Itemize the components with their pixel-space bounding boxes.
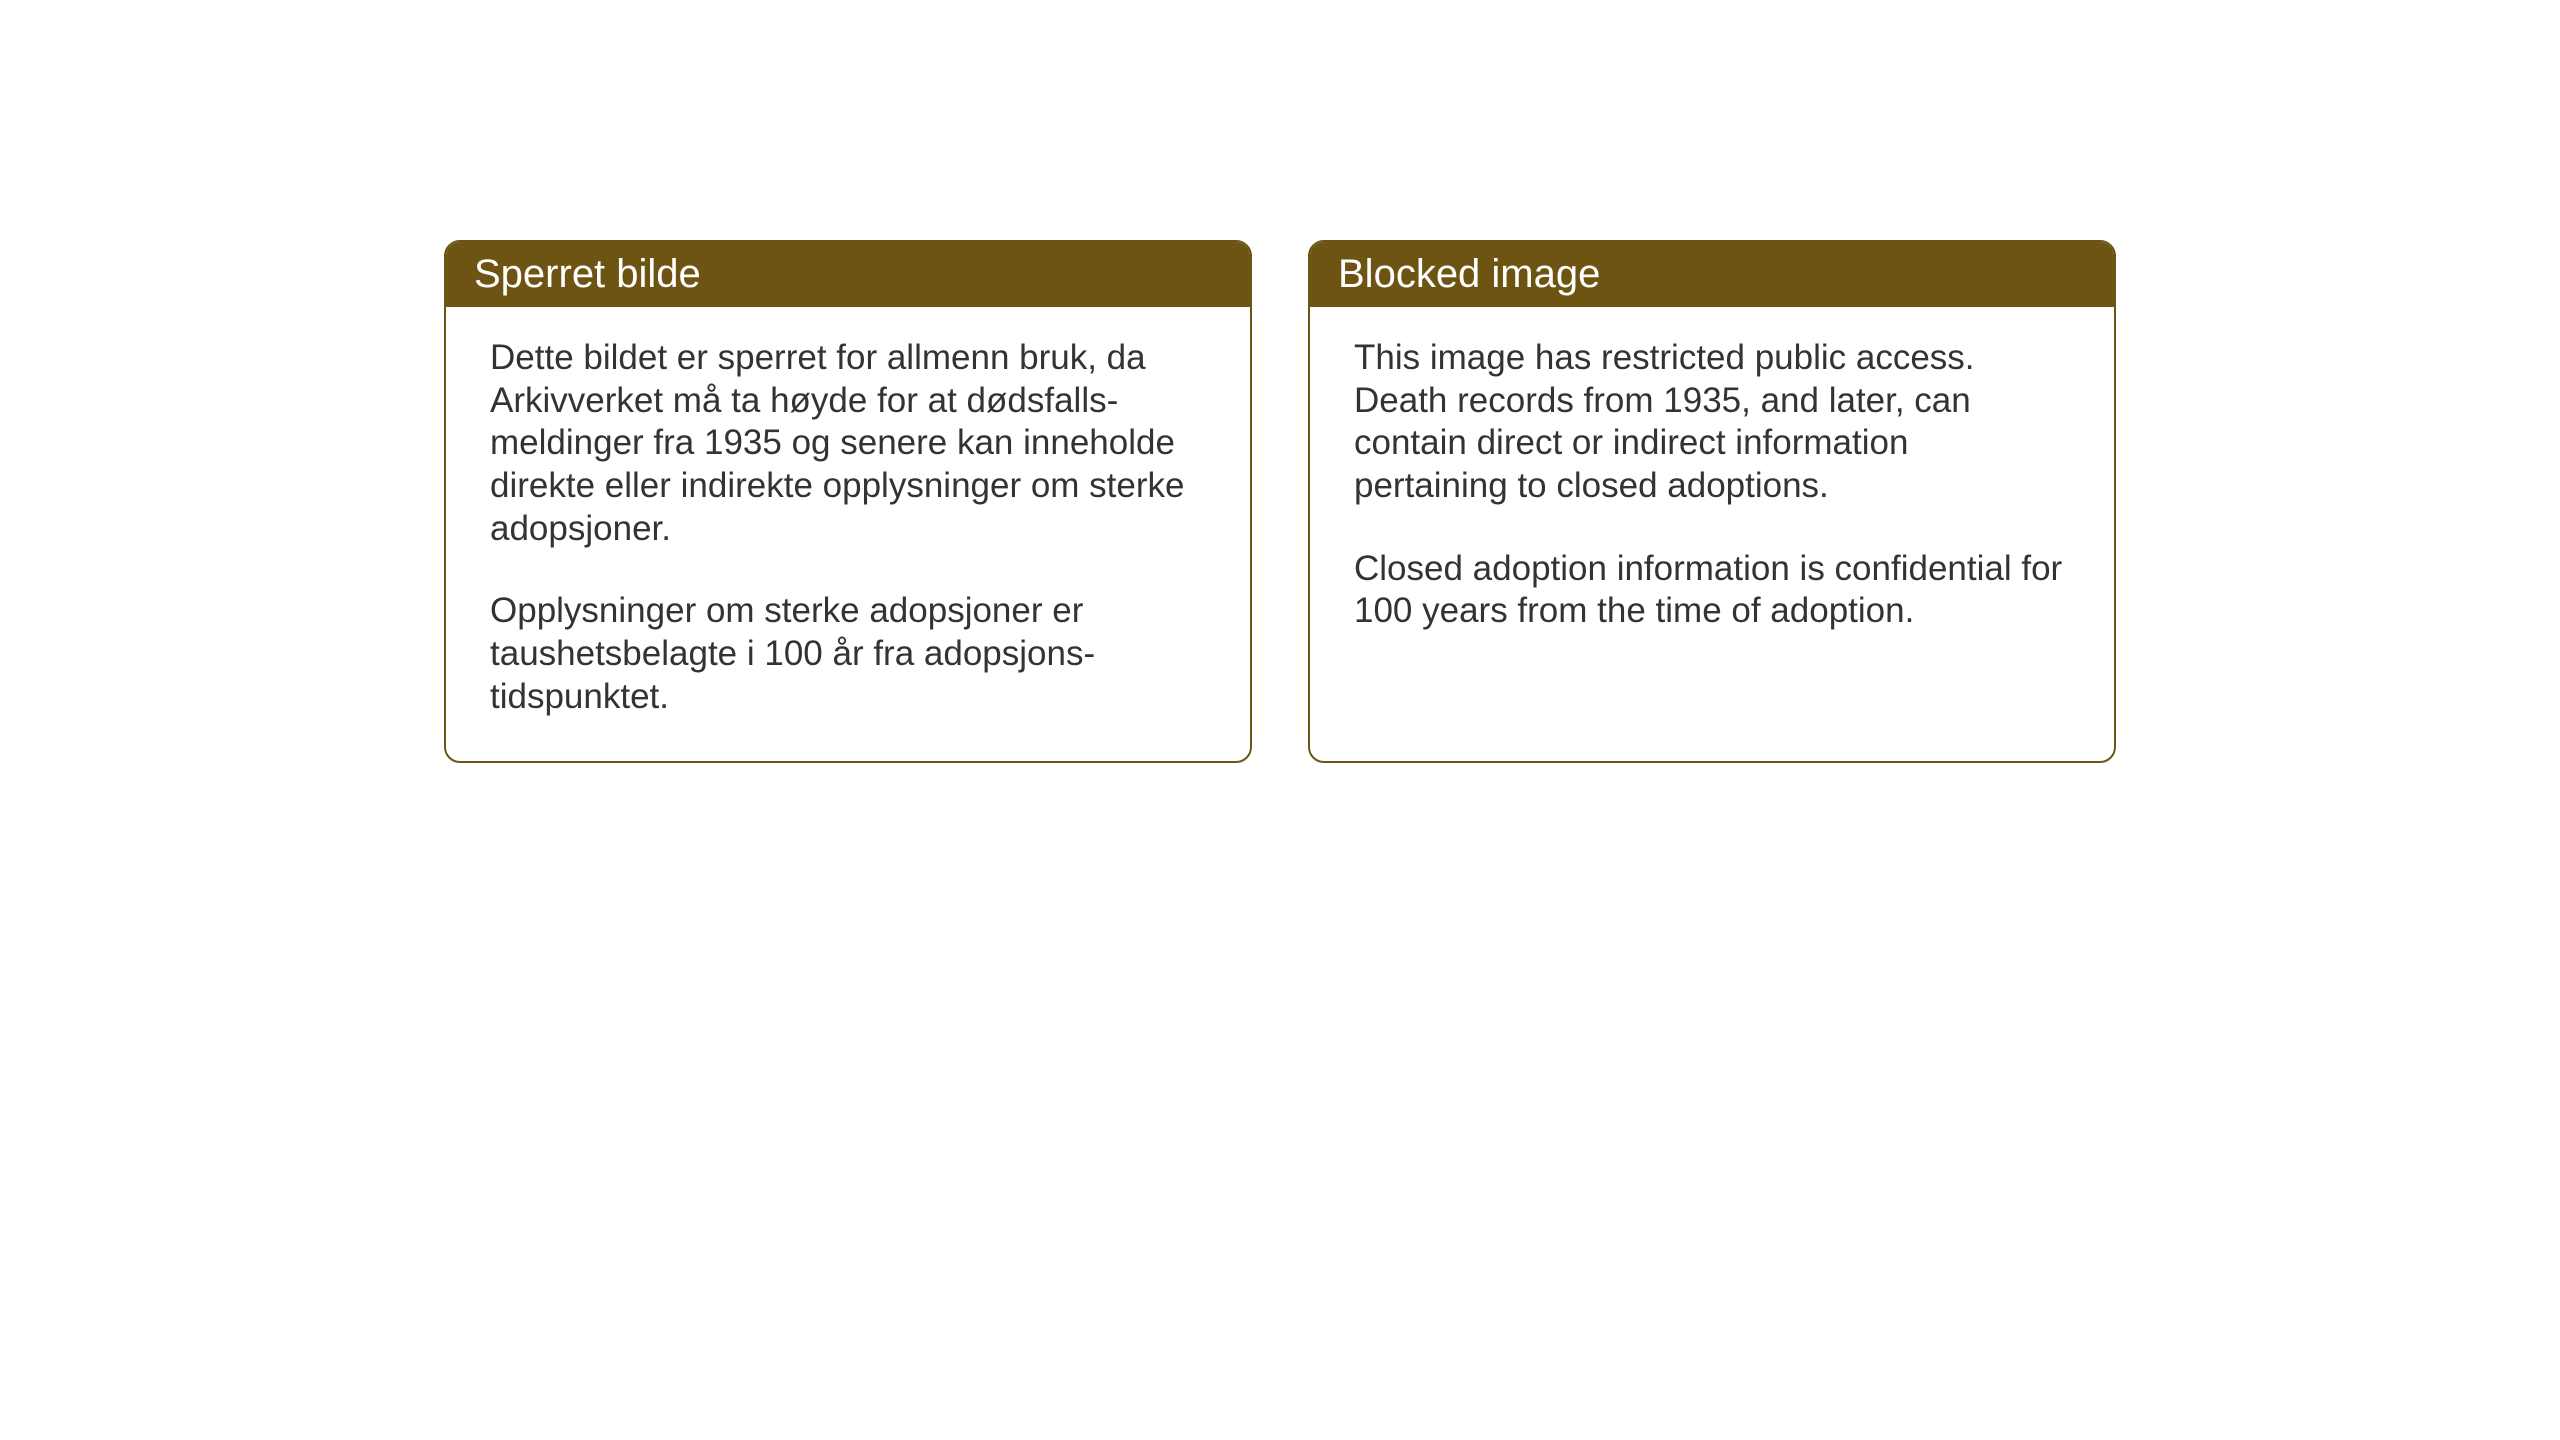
card-title: Blocked image bbox=[1338, 252, 1600, 296]
card-header-english: Blocked image bbox=[1310, 242, 2114, 307]
card-paragraph: Dette bildet er sperret for allmenn bruk… bbox=[490, 337, 1206, 550]
card-body-english: This image has restricted public access.… bbox=[1310, 307, 2114, 675]
card-paragraph: Closed adoption information is confident… bbox=[1354, 548, 2070, 633]
card-paragraph: This image has restricted public access.… bbox=[1354, 337, 2070, 508]
card-body-norwegian: Dette bildet er sperret for allmenn bruk… bbox=[446, 307, 1250, 761]
card-paragraph: Opplysninger om sterke adopsjoner er tau… bbox=[490, 590, 1206, 718]
notice-card-english: Blocked image This image has restricted … bbox=[1308, 240, 2116, 763]
card-header-norwegian: Sperret bilde bbox=[446, 242, 1250, 307]
notice-card-norwegian: Sperret bilde Dette bildet er sperret fo… bbox=[444, 240, 1252, 763]
notice-container: Sperret bilde Dette bildet er sperret fo… bbox=[444, 240, 2116, 763]
card-title: Sperret bilde bbox=[474, 252, 701, 296]
